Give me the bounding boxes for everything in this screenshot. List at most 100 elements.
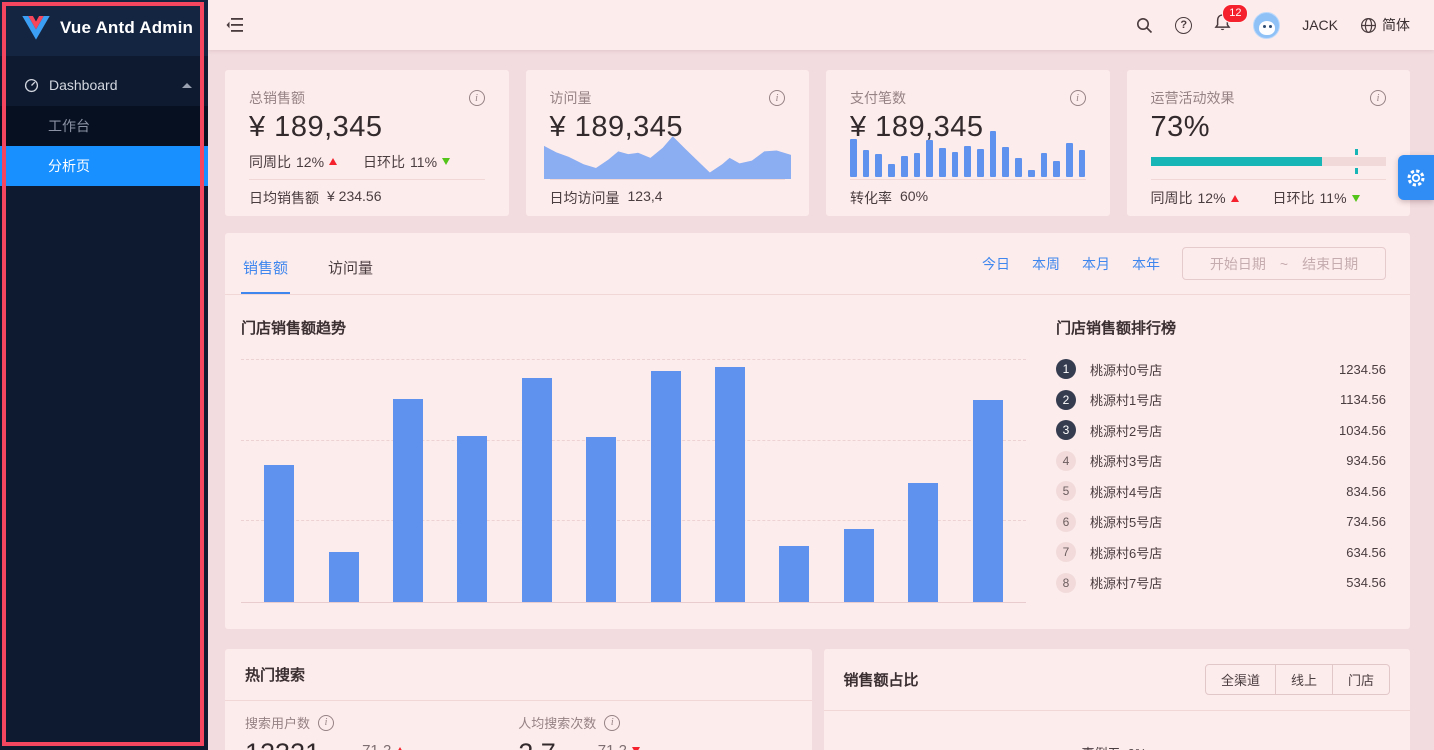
- stat-value: 2.7: [518, 738, 556, 750]
- mini-bar: [938, 148, 946, 177]
- info-icon[interactable]: [769, 90, 785, 106]
- footer-value: 60%: [900, 188, 929, 204]
- range-year[interactable]: 本年: [1132, 255, 1160, 272]
- card-value: ¥ 189,345: [249, 111, 383, 143]
- language-selector[interactable]: 简体: [1360, 15, 1410, 35]
- trend-down-icon: [442, 158, 451, 165]
- tab-sales[interactable]: 销售额: [241, 241, 291, 294]
- mini-bar: [964, 145, 972, 177]
- mini-bar: [913, 153, 921, 177]
- mini-bar: [1078, 150, 1086, 177]
- rank-badge: 1: [1056, 359, 1076, 380]
- stat-rate: 71.2: [598, 742, 640, 750]
- search-users-stat: 搜索用户数 12321 71.2: [245, 713, 518, 750]
- stat-card-operation-effect: 运营活动效果 73% 同周比 12%: [1126, 70, 1410, 216]
- metric-daily: 日环比 11%: [363, 152, 451, 172]
- stat-card-payments: 支付笔数 ¥ 189,345 转化率 60%: [826, 70, 1110, 216]
- filter-all-channels[interactable]: 全渠道: [1204, 664, 1276, 695]
- card-value: ¥ 189,345: [850, 111, 984, 143]
- card-title: 热门搜索: [245, 667, 306, 684]
- info-icon[interactable]: [1370, 90, 1386, 106]
- metric-weekly: 同周比 12%: [249, 152, 338, 172]
- tab-visits[interactable]: 访问量: [328, 260, 374, 277]
- rank-badge: 8: [1056, 572, 1076, 593]
- mini-bar: [888, 164, 895, 177]
- stat-card-total-sales: 总销售额 ¥ 189,345 同周比 12% 日环比 11%: [225, 70, 509, 216]
- range-today[interactable]: 今日: [982, 255, 1010, 272]
- app-logo[interactable]: Vue Antd Admin: [0, 0, 208, 56]
- search-icon[interactable]: [1135, 16, 1153, 34]
- range-week[interactable]: 本周: [1032, 255, 1060, 272]
- sales-tabbar: 销售额 访问量 今日 本周 本月 本年 ~: [225, 233, 1410, 295]
- page-content: 总销售额 ¥ 189,345 同周比 12% 日环比 11%: [208, 50, 1434, 750]
- sidebar-item-dashboard[interactable]: Dashboard: [0, 64, 208, 106]
- sidebar-menu: Dashboard 工作台 分析页: [0, 56, 208, 186]
- bottom-cards-row: 热门搜索 搜索用户数 12321: [225, 649, 1410, 750]
- footer-value: 123,4: [627, 188, 663, 204]
- range-month[interactable]: 本月: [1082, 255, 1110, 272]
- dashboard-icon: [24, 78, 39, 93]
- chevron-up-icon: [182, 82, 192, 88]
- trend-up-icon: [396, 747, 405, 750]
- notification-badge: 12: [1222, 3, 1249, 23]
- rank-badge: 5: [1056, 481, 1076, 502]
- user-avatar[interactable]: [1253, 11, 1281, 39]
- start-date-input[interactable]: [1201, 255, 1274, 272]
- rank-badge: 2: [1056, 389, 1076, 410]
- bar: [650, 371, 681, 602]
- sidebar-item-workbench[interactable]: 工作台: [0, 106, 208, 146]
- store-sales-value: 934.56: [1346, 453, 1386, 469]
- pie-slice-label: 事例五: 9%: [1082, 743, 1147, 750]
- trend-down-icon: [1351, 194, 1360, 202]
- sidebar-subitem-label: 工作台: [48, 118, 90, 134]
- stat-rate: 71.2: [362, 742, 405, 750]
- store-name: 桃源村1号店: [1090, 393, 1163, 409]
- notifications-button[interactable]: 12: [1214, 3, 1249, 37]
- bar: [586, 437, 617, 602]
- store-name: 桃源村7号店: [1090, 576, 1163, 592]
- store-sales-value: 534.56: [1346, 575, 1386, 591]
- bar: [972, 399, 1003, 602]
- bar: [521, 377, 552, 602]
- ranking-item: 5 桃源村4号店 834.56: [1056, 476, 1386, 507]
- sidebar: Vue Antd Admin Dashboard 工作台 分析页: [0, 0, 208, 750]
- info-icon[interactable]: [318, 714, 335, 731]
- channel-filter-group: 全渠道 线上 门店: [1204, 664, 1390, 695]
- stat-label: 人均搜索次数: [518, 716, 597, 731]
- username[interactable]: JACK: [1302, 17, 1338, 33]
- mini-bar: [900, 156, 908, 177]
- sales-ratio-card: 销售额占比 全渠道 线上 门店 事例五: 9%: [823, 649, 1410, 750]
- ranking-title: 门店销售额排行榜: [1056, 320, 1177, 337]
- main-area: 12 JACK 简体 总销售额: [208, 0, 1434, 750]
- filter-stores[interactable]: 门店: [1332, 664, 1390, 695]
- payments-mini-bar-chart: [850, 131, 1086, 177]
- ranking-panel: 门店销售额排行榜 1 桃源村0号店 1234.56 2 桃源村1号店 1134.56 3 桃源…: [1056, 317, 1386, 629]
- language-label: 简体: [1382, 17, 1410, 33]
- filter-online[interactable]: 线上: [1275, 664, 1333, 695]
- card-title: 运营活动效果: [1150, 90, 1235, 106]
- info-icon[interactable]: [1069, 90, 1086, 106]
- info-icon[interactable]: [468, 90, 485, 106]
- mini-bar: [951, 151, 959, 177]
- date-separator: ~: [1279, 255, 1289, 272]
- bar: [908, 482, 939, 602]
- mini-bar: [1040, 153, 1048, 177]
- bar: [843, 529, 874, 602]
- ranking-item: 6 桃源村5号店 734.56: [1056, 507, 1386, 538]
- end-date-input[interactable]: [1294, 255, 1367, 272]
- store-sales-value: 634.56: [1346, 544, 1386, 560]
- store-name: 桃源村2号店: [1090, 423, 1163, 439]
- menu-fold-icon[interactable]: [226, 16, 244, 34]
- bar: [779, 545, 810, 602]
- date-range-picker[interactable]: ~: [1182, 247, 1386, 280]
- card-title: 总销售额: [249, 90, 305, 106]
- info-icon[interactable]: [604, 714, 621, 731]
- store-name: 桃源村4号店: [1090, 484, 1163, 500]
- help-icon[interactable]: [1175, 16, 1193, 34]
- footer-label: 日均销售额: [249, 190, 319, 206]
- footer-label: 转化率: [850, 190, 892, 206]
- sidebar-item-label: Dashboard: [49, 77, 118, 93]
- sidebar-item-analysis[interactable]: 分析页: [0, 146, 208, 186]
- settings-button[interactable]: [1398, 155, 1434, 200]
